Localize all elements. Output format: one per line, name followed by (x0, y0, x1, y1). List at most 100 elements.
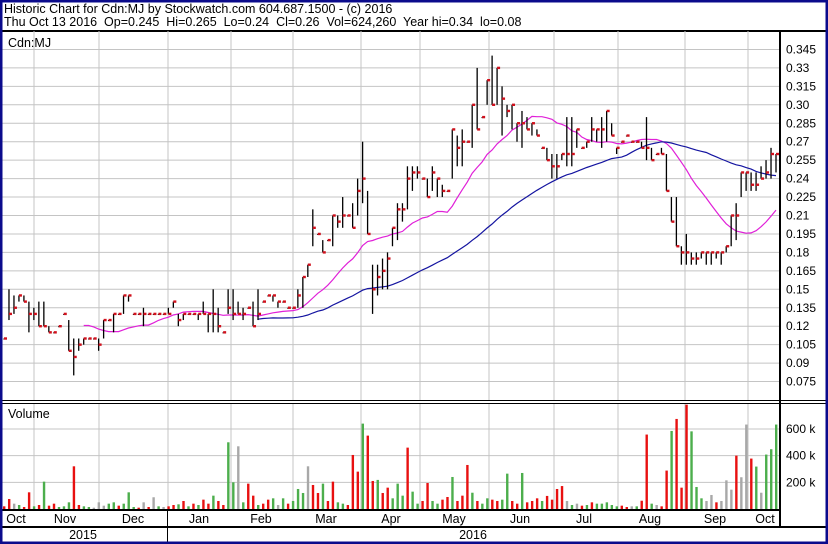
close-tick (63, 312, 67, 316)
volume-bar (252, 495, 255, 509)
close-tick (651, 158, 655, 162)
volume-bar (376, 479, 379, 509)
volume-bar (640, 500, 643, 509)
volume-bar (187, 506, 190, 509)
close-tick (4, 337, 7, 340)
volume-bar (247, 483, 250, 509)
close-tick (287, 306, 291, 309)
close-tick (571, 152, 575, 156)
close-tick (347, 214, 351, 217)
price-tick-label: 0.24 (786, 172, 810, 186)
volume-bar (117, 505, 120, 509)
volume-bar (605, 502, 609, 509)
close-tick (138, 312, 142, 316)
close-tick (561, 152, 565, 156)
close-tick (442, 189, 446, 193)
volume-bar (665, 470, 668, 509)
volume-bar (291, 500, 295, 509)
volume-bar (12, 503, 16, 509)
volume-bar (7, 498, 11, 509)
close-tick (611, 134, 615, 137)
month-label: Dec (122, 512, 144, 526)
volume-bar (695, 486, 698, 509)
volume-bar (481, 503, 484, 509)
month-row-divider (2, 526, 828, 528)
volume-bar (770, 449, 773, 509)
volume-bar (47, 505, 51, 509)
volume-bar (227, 442, 230, 509)
volume-bar (730, 489, 733, 509)
close-tick (631, 140, 635, 143)
volume-bar (755, 466, 758, 509)
close-tick (671, 220, 675, 223)
close-tick (282, 300, 286, 303)
grid (2, 31, 779, 509)
volume-bar (137, 507, 140, 509)
volume-bar (242, 502, 245, 509)
volume-bar (705, 500, 708, 509)
volume-bar (710, 494, 713, 509)
volume-bar (52, 503, 56, 509)
price-tick-label: 0.195 (786, 227, 816, 241)
volume-bar (406, 447, 409, 509)
volume-bar (217, 500, 220, 509)
close-tick (198, 312, 202, 316)
volume-bar (745, 424, 748, 509)
close-tick (407, 177, 411, 180)
close-tick (641, 146, 645, 150)
volume-bar (750, 458, 753, 509)
volume-bar (102, 505, 106, 509)
volume-bar (316, 492, 320, 509)
close-tick (512, 103, 516, 106)
close-tick (168, 312, 172, 316)
volume-bar (401, 495, 404, 509)
volume-bar (516, 503, 519, 509)
year-divider (167, 511, 168, 542)
close-tick (726, 245, 730, 248)
price-tick-label: 0.075 (786, 375, 816, 389)
volume-bar (147, 506, 150, 509)
month-label: Apr (381, 512, 400, 526)
volume-bar (690, 431, 693, 509)
close-tick (262, 300, 266, 303)
month-label: May (442, 512, 466, 526)
volume-bar (37, 504, 41, 509)
close-tick (98, 343, 102, 346)
volume-bar (530, 500, 534, 509)
volume-bar (381, 492, 384, 509)
close-tick (741, 171, 745, 174)
close-tick (681, 251, 685, 254)
month-label: Nov (54, 512, 77, 526)
volume-bar (271, 498, 275, 509)
close-tick (163, 312, 167, 316)
frame-lines (2, 31, 828, 542)
volume-bar (366, 435, 369, 509)
volume-bar (501, 499, 504, 509)
close-tick (123, 294, 127, 297)
month-label: Jan (189, 512, 209, 526)
close-tick (307, 263, 311, 266)
month-label: Aug (639, 512, 661, 526)
close-tick (272, 294, 276, 297)
volume-bar (17, 504, 21, 509)
close-tick (143, 312, 147, 316)
close-tick (521, 122, 525, 125)
close-tick (531, 122, 535, 125)
close-tick (452, 128, 456, 131)
volume-bar (660, 506, 663, 509)
close-tick (302, 275, 306, 279)
close-tick (661, 152, 665, 156)
price-tick-label: 0.09 (786, 356, 810, 370)
volume-bar (491, 499, 494, 509)
volume-bar (540, 500, 544, 509)
panel-divider-bottom (2, 403, 828, 404)
volume-bar (700, 498, 703, 509)
volume-bar (396, 483, 399, 509)
volume-bar (281, 498, 285, 509)
volume-bar (620, 505, 623, 509)
close-tick (581, 146, 585, 150)
volume-bar (346, 504, 350, 509)
month-label: Feb (250, 512, 272, 526)
volume-bar (720, 500, 723, 509)
